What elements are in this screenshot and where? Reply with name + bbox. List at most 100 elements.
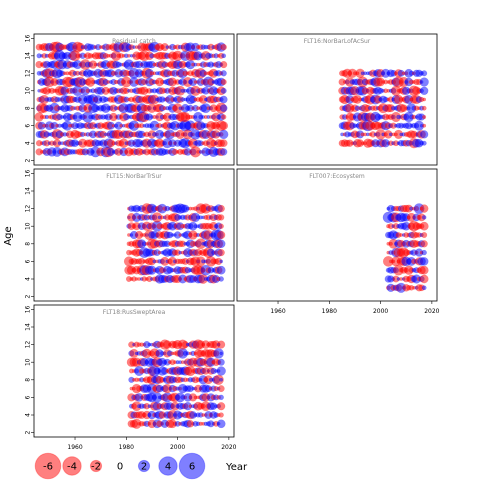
bubble-point — [221, 53, 227, 59]
bubble-point — [422, 123, 427, 128]
bubble-point — [421, 231, 428, 239]
y-tick-label: 2 — [25, 159, 32, 163]
bubbles — [338, 68, 429, 149]
bubble-point — [217, 385, 225, 393]
bubble-point — [219, 259, 224, 264]
bubble-point — [216, 419, 226, 429]
panels-group: Residual catch FLT16:NorBarLofAcSur FLT15:… — [33, 33, 438, 438]
bubble-point — [420, 240, 428, 248]
bubbles — [34, 41, 229, 158]
bubble-point — [218, 394, 224, 401]
legend-label: -2 — [91, 462, 101, 473]
y-tick-label: 4 — [25, 141, 32, 145]
panel-3: FLT15:NorBarTrSur — [33, 168, 235, 302]
bubble-point — [421, 70, 428, 77]
bubble-point — [218, 412, 224, 418]
bubble-point — [220, 87, 227, 94]
bubble-point — [219, 104, 228, 113]
bubble-point — [213, 348, 224, 359]
legend-swatch — [62, 456, 82, 476]
panel-4: FLT007:Ecosystem — [236, 168, 438, 302]
bubble-point — [419, 265, 429, 275]
y-tick-label: 6 — [25, 259, 32, 263]
y-tick-label: 10 — [25, 87, 32, 95]
bubble-point — [217, 248, 225, 257]
bubbles — [382, 203, 429, 293]
bubble-point — [219, 95, 228, 104]
bubble-point — [219, 377, 224, 382]
y-tick-label: 12 — [25, 205, 32, 213]
legend-swatch — [158, 456, 178, 476]
y-tick-label: 16 — [25, 305, 32, 313]
panel-title: Residual catch — [112, 38, 156, 45]
legend-swatch — [89, 459, 103, 473]
bubble-point — [419, 204, 429, 213]
legend: -6 -4 -2 0 2 4 6 — [34, 452, 206, 480]
x-tick-label: 2020 — [221, 444, 236, 451]
bubble-point — [220, 43, 227, 51]
bubble-point — [218, 129, 229, 140]
y-tick-label: 4 — [25, 413, 32, 417]
y-tick-label: 8 — [25, 378, 32, 382]
panel-title: FLT16:NorBarLofAcSur — [304, 38, 371, 45]
y-tick-label: 12 — [25, 69, 32, 77]
x-tick-label: 1980 — [322, 308, 337, 315]
legend-swatch — [178, 452, 206, 480]
y-tick-label: 16 — [25, 34, 32, 42]
legend-label: 6 — [189, 462, 195, 473]
bubble-point — [421, 215, 427, 220]
bubble-point — [219, 139, 228, 148]
y-tick-label: 14 — [25, 323, 32, 331]
y-tick-label: 2 — [25, 295, 32, 299]
panel-1: Residual catch — [33, 33, 235, 166]
panel-title: FLT15:NorBarTrSur — [106, 173, 162, 180]
bubble-point — [217, 340, 226, 349]
bubble-point — [220, 148, 228, 156]
y-tick-label: 6 — [25, 124, 32, 128]
y-tick-label: 14 — [25, 52, 32, 60]
y-tick-label: 16 — [25, 169, 32, 177]
bubble-point — [419, 274, 429, 284]
y-tick-label: 4 — [25, 277, 32, 281]
bubble-point — [419, 257, 429, 266]
bubble-point — [220, 114, 227, 120]
panel-2: FLT16:NorBarLofAcSur — [236, 33, 438, 166]
y-tick-label: 10 — [25, 358, 32, 366]
bubble-point — [422, 97, 427, 102]
y-tick-label: 8 — [25, 106, 32, 110]
bubble-point — [218, 223, 224, 229]
y-tick-label: 8 — [25, 242, 32, 246]
legend-label: -6 — [43, 462, 53, 473]
x-tick-label: 2000 — [373, 308, 388, 315]
bubble-point — [217, 402, 226, 411]
y-tick-label: 2 — [25, 431, 32, 435]
legend-label: 4 — [165, 462, 171, 473]
bubble-point — [421, 105, 427, 111]
bubble-point — [213, 374, 224, 386]
bubbles — [123, 203, 226, 284]
legend-label: -4 — [67, 462, 77, 473]
bubble-point — [421, 285, 427, 291]
x-tick-label: 2020 — [424, 308, 439, 315]
y-axis-label: Age — [3, 226, 14, 245]
x-tick-label: 1960 — [67, 444, 82, 451]
y-tick-label: 12 — [25, 341, 32, 349]
bubble-point — [421, 249, 427, 256]
bubble-point — [220, 70, 227, 77]
bubble-point — [218, 276, 224, 282]
bubble-point — [220, 78, 227, 86]
x-tick-label: 1960 — [270, 308, 285, 315]
bubble-point — [218, 214, 225, 221]
x-tick-label: 1980 — [119, 444, 134, 451]
bubble-point — [216, 265, 226, 275]
bubble-point — [420, 130, 429, 139]
y-tick-label: 14 — [25, 187, 32, 195]
bubble-point — [422, 114, 427, 120]
bubble-point — [217, 358, 225, 366]
x-tick-label: 2000 — [170, 444, 185, 451]
bubble-point — [216, 366, 226, 376]
panel-title: FLT18:RusSweptArea — [103, 309, 166, 316]
bubbles — [126, 339, 226, 429]
bubble-point — [419, 77, 429, 87]
bubble-point — [220, 60, 228, 69]
